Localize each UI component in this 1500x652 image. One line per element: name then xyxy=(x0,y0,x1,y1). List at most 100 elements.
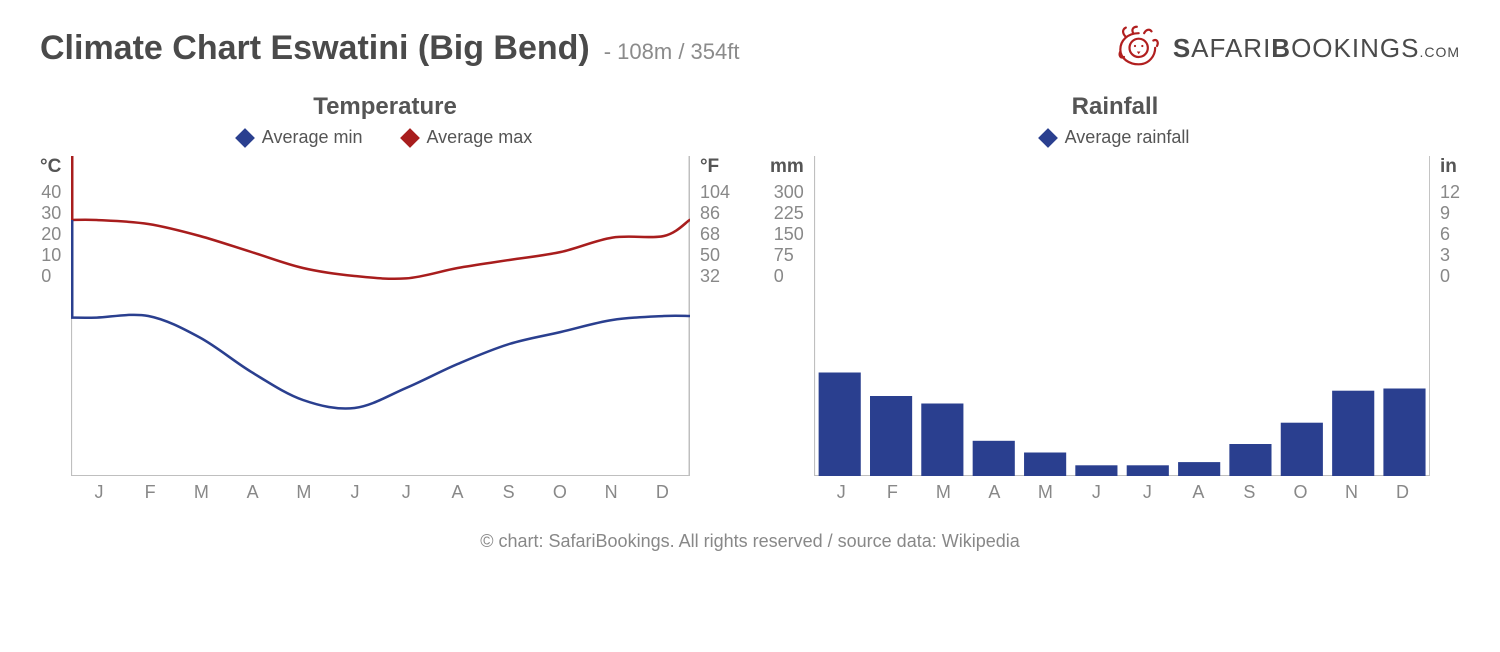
axis-tick: 3 xyxy=(1440,245,1460,266)
axis-tick: 68 xyxy=(700,224,730,245)
logo-text-afari: AFARI xyxy=(1191,33,1271,63)
axis-tick: 0 xyxy=(774,266,804,287)
axis-ticks: 300225150750 xyxy=(774,182,804,287)
temperature-title: Temperature xyxy=(40,93,730,121)
temp-line-max_c xyxy=(71,220,690,279)
rain-bar xyxy=(972,441,1014,476)
axis-tick: 150 xyxy=(774,224,804,245)
month-label: A xyxy=(227,482,278,503)
axis-ticks: 129630 xyxy=(1440,182,1460,287)
month-label: M xyxy=(1020,482,1071,503)
axis-tick: 0 xyxy=(1440,266,1460,287)
axis-tick: 225 xyxy=(774,203,804,224)
axis-unit: in xyxy=(1440,156,1457,178)
month-label: J xyxy=(1122,482,1173,503)
temp-c-axis: °C403020100 xyxy=(40,156,71,287)
legend-rain-label: Average rainfall xyxy=(1065,127,1190,148)
legend-min-label: Average min xyxy=(262,127,363,148)
temperature-plot: JFMAMJJASOND xyxy=(71,156,690,503)
month-label: J xyxy=(1071,482,1122,503)
month-label: M xyxy=(278,482,329,503)
diamond-icon xyxy=(1038,128,1058,148)
diamond-icon xyxy=(400,128,420,148)
rain-x-labels: JFMAMJJASOND xyxy=(814,482,1430,503)
rainfall-title: Rainfall xyxy=(770,93,1460,121)
header: Climate Chart Eswatini (Big Bend) - 108m… xyxy=(40,24,1460,73)
logo-text-b: B xyxy=(1271,33,1291,63)
brand-logo: SAFARIBOOKINGS.COM xyxy=(1107,24,1460,73)
rain-bar xyxy=(1024,453,1066,477)
month-label: F xyxy=(125,482,176,503)
charts-row: Temperature Average min Average max °C 40… xyxy=(40,93,1460,503)
month-label: A xyxy=(432,482,483,503)
rain-bar xyxy=(1281,423,1323,476)
axis-unit: mm xyxy=(770,156,804,178)
legend-max-label: Average max xyxy=(427,127,533,148)
page-title: Climate Chart Eswatini (Big Bend) xyxy=(40,29,590,68)
temp-line-min_c xyxy=(71,315,690,409)
rain-bar xyxy=(1383,389,1425,477)
lion-icon xyxy=(1107,24,1163,73)
temperature-legend: Average min Average max xyxy=(40,127,730,148)
logo-text-s: S xyxy=(1173,33,1191,63)
temp-f-axis: °F 10486685032 xyxy=(690,156,730,287)
month-label: D xyxy=(637,482,688,503)
axis-tick: 40 xyxy=(41,182,61,203)
month-label: J xyxy=(381,482,432,503)
month-label: J xyxy=(329,482,380,503)
month-label: F xyxy=(867,482,918,503)
month-label: N xyxy=(586,482,637,503)
rain-in-axis: in 129630 xyxy=(1430,156,1460,287)
legend-avg-min: Average min xyxy=(238,127,363,148)
page-subtitle: - 108m / 354ft xyxy=(604,39,740,65)
chart-attribution: © chart: SafariBookings. All rights rese… xyxy=(40,531,1460,552)
month-label: J xyxy=(73,482,124,503)
rain-bar xyxy=(1075,465,1117,476)
month-label: N xyxy=(1326,482,1377,503)
rain-mm-axis: mm300225150750 xyxy=(770,156,814,287)
month-label: O xyxy=(1275,482,1326,503)
axis-tick: 75 xyxy=(774,245,804,266)
axis-unit: °F xyxy=(700,156,719,178)
temperature-chart-area: °C403020100 JFMAMJJASOND °F10486685032 xyxy=(40,156,730,503)
month-label: O xyxy=(534,482,585,503)
axis-ticks: 10486685032 xyxy=(700,182,730,287)
logo-text: SAFARIBOOKINGS.COM xyxy=(1173,33,1460,64)
rainfall-chart-area: mm300225150750 JFMAMJJASOND in129630 xyxy=(770,156,1460,503)
month-label: A xyxy=(1173,482,1224,503)
legend-avg-rain: Average rainfall xyxy=(1041,127,1190,148)
axis-tick: 12 xyxy=(1440,182,1460,203)
month-label: D xyxy=(1377,482,1428,503)
axis-tick: 104 xyxy=(700,182,730,203)
logo-text-ookings: OOKINGS xyxy=(1291,33,1419,63)
rain-bar xyxy=(921,404,963,477)
temperature-panel: Temperature Average min Average max °C 40… xyxy=(40,93,730,503)
rainfall-panel: Rainfall Average rainfall mm300225150750… xyxy=(770,93,1460,503)
month-label: M xyxy=(918,482,969,503)
axis-tick: 50 xyxy=(700,245,730,266)
title-wrap: Climate Chart Eswatini (Big Bend) - 108m… xyxy=(40,29,739,68)
month-label: J xyxy=(816,482,867,503)
legend-avg-max: Average max xyxy=(403,127,533,148)
rain-bar xyxy=(1178,462,1220,476)
axis-tick: 86 xyxy=(700,203,730,224)
axis-tick: 20 xyxy=(41,224,61,245)
rain-bar xyxy=(818,373,860,477)
axis-tick: 9 xyxy=(1440,203,1460,224)
diamond-icon xyxy=(235,128,255,148)
axis-unit: °C xyxy=(40,156,61,178)
rainfall-plot: JFMAMJJASOND xyxy=(814,156,1430,503)
rain-bar xyxy=(1127,465,1169,476)
month-label: M xyxy=(176,482,227,503)
month-label: A xyxy=(969,482,1020,503)
rainfall-legend: Average rainfall xyxy=(770,127,1460,148)
rain-bar xyxy=(1332,391,1374,476)
axis-ticks: 403020100 xyxy=(41,182,61,287)
logo-text-com: .COM xyxy=(1419,44,1460,60)
axis-tick: 10 xyxy=(41,245,61,266)
month-label: S xyxy=(483,482,534,503)
axis-tick: 32 xyxy=(700,266,730,287)
axis-tick: 0 xyxy=(41,266,61,287)
month-label: S xyxy=(1224,482,1275,503)
temp-x-labels: JFMAMJJASOND xyxy=(71,482,690,503)
